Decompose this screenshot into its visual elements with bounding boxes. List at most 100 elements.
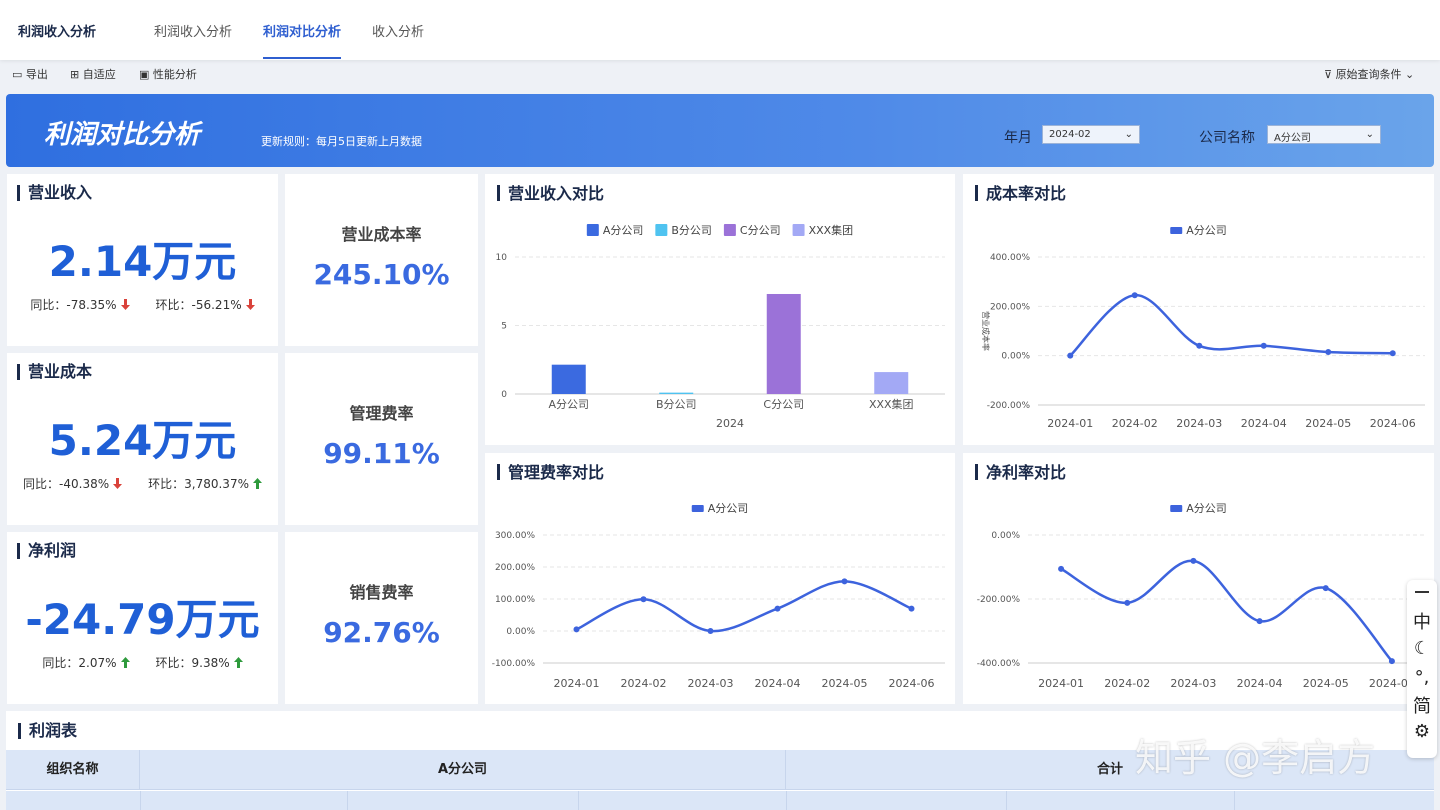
app-title: 利润收入分析	[18, 25, 97, 40]
legend-swatch	[586, 224, 599, 236]
legend-label: XXX集团	[809, 223, 854, 237]
tool[interactable]: 中	[1413, 612, 1431, 633]
kpi-title: 营业成本	[17, 364, 92, 380]
legend: A分公司	[1170, 502, 1227, 515]
filter-select[interactable]: 2024-02 ⌄	[1042, 125, 1140, 144]
point	[1124, 599, 1131, 606]
yoy: 同比： -78.35%	[30, 296, 130, 313]
legend-label: A分公司	[1186, 502, 1227, 515]
x-tick-label: 2024-01	[1047, 417, 1093, 430]
x-tick-label: 2024-05	[1305, 417, 1351, 430]
kpi-card: 营业收入 2.14万元 同比： -78.35% 环比： -56.21%	[7, 174, 278, 346]
y-tick-label: 400.00%	[990, 253, 1030, 263]
legend-label: C分公司	[740, 224, 781, 237]
chart: 管理费率对比 -100.00% 0.00% 100.00% 200.00% 300.00%…	[492, 463, 945, 690]
trend-arrow	[252, 478, 262, 489]
rate-title: 营业成本率	[341, 225, 422, 244]
point	[1058, 565, 1065, 572]
y-tick-label: -200.00%	[987, 401, 1031, 411]
point	[573, 626, 580, 633]
mom: 环比： 3,780.37%	[148, 475, 262, 492]
banner-rule: 更新规则：每月5日更新上月数据	[261, 135, 422, 148]
y-tick-label: -100.00%	[492, 659, 536, 669]
chart-title: 成本率对比	[986, 184, 1066, 203]
legend-swatch	[691, 505, 704, 512]
label: 同比：	[23, 477, 60, 491]
point	[1322, 585, 1329, 592]
top-bar: 利润收入分析 利润收入分析 利润对比分析 收入分析	[0, 0, 1440, 60]
rate-card: 管理费率 99.11%	[285, 353, 478, 525]
label: 原始查询条件	[1335, 68, 1402, 81]
legend-swatch	[1170, 505, 1183, 512]
legend-label: A分公司	[1186, 224, 1227, 237]
banner-title: 利润对比分析	[44, 120, 201, 150]
x-tick-label: 2024-05	[822, 677, 868, 690]
trend-arrow	[120, 299, 130, 310]
bar	[766, 293, 801, 394]
kpi-compare: 同比： -40.38% 环比： 3,780.37%	[7, 475, 278, 492]
title-bar	[975, 464, 978, 480]
rate-card: 营业成本率 245.10%	[285, 174, 478, 346]
x-tick-label: B分公司	[656, 398, 697, 411]
x-tick-label: 2024-03	[1176, 417, 1222, 430]
point	[1389, 350, 1396, 357]
kpi-card: 净利润 -24.79万元 同比： 2.07% 环比： 9.38%	[7, 532, 278, 704]
point	[1260, 342, 1267, 349]
rate-value: 92.76%	[323, 616, 440, 649]
trend-arrow	[233, 657, 243, 668]
y-tick-label: 100.00%	[495, 595, 535, 605]
y-tick-label: 5	[501, 322, 507, 332]
filter-label: 年月	[1004, 130, 1032, 146]
chart: 净利率对比 -400.00% -200.00% 0.00% 2024-01 2024-02…	[975, 463, 1425, 690]
x-tick-label: C分公司	[763, 398, 804, 411]
rate-card: 销售费率 92.76%	[285, 532, 478, 704]
x-tick-label: 2024-06	[1369, 677, 1415, 690]
x-tick-label: 2024-06	[1370, 417, 1416, 430]
chart-title: 管理费率对比	[508, 463, 604, 482]
label: 导出	[25, 68, 48, 81]
toolbar-button[interactable]: ▭ 导出	[12, 68, 48, 81]
x-tick-label: 2024-01	[1038, 677, 1084, 690]
tool[interactable]: 简	[1413, 696, 1431, 717]
point	[1256, 618, 1263, 625]
value: -40.38%	[59, 476, 110, 491]
value: 2024-02	[1049, 129, 1091, 140]
line	[575, 580, 913, 633]
y-tick-label: 300.00%	[495, 531, 535, 541]
label: 同比：	[30, 298, 67, 312]
kpi-compare: 同比： 2.07% 环比： 9.38%	[7, 654, 278, 671]
legend-swatch	[1170, 227, 1183, 234]
table-subheader	[6, 791, 1434, 810]
title-bar	[975, 185, 978, 201]
y-tick-label: 0.00%	[991, 531, 1020, 541]
toolbar-button[interactable]: ⊽ 原始查询条件 ⌄	[1324, 68, 1415, 81]
y-tick-label: 0	[501, 390, 507, 400]
mom: 环比： 9.38%	[156, 654, 243, 671]
chart-card: 管理费率对比 -100.00% 0.00% 100.00% 200.00% 300.00%…	[485, 453, 955, 704]
value: A分公司	[1274, 133, 1311, 144]
tab[interactable]: 利润对比分析	[263, 25, 342, 40]
legend-label: A分公司	[708, 502, 749, 515]
point	[841, 578, 848, 585]
trend-arrow	[113, 478, 123, 489]
toolbar-button[interactable]: ▣ 性能分析	[139, 68, 197, 81]
yoy: 同比： 2.07%	[42, 654, 130, 671]
label: 自适应	[82, 68, 116, 81]
title-bar	[497, 185, 500, 201]
rate-value: 99.11%	[323, 437, 440, 470]
yoy: 同比： -40.38%	[23, 475, 123, 492]
filter-select[interactable]: A分公司 ⌄	[1267, 125, 1381, 144]
tab[interactable]: 利润收入分析	[154, 25, 233, 40]
x-tick-label: 2024-02	[1104, 677, 1150, 690]
rate-title: 销售费率	[349, 583, 414, 602]
banner: 利润对比分析 更新规则：每月5日更新上月数据 年月 2024-02 ⌄ 公司名称 …	[6, 94, 1434, 167]
active-tab-indicator	[263, 57, 341, 59]
x-tick-label: 2024-02	[1112, 417, 1158, 430]
point	[1325, 348, 1332, 355]
tab[interactable]: 收入分析	[372, 25, 425, 40]
trend-arrow	[245, 299, 255, 310]
value: 3,780.37%	[184, 476, 249, 491]
kpi-compare: 同比： -78.35% 环比： -56.21%	[7, 296, 278, 313]
toolbar-button[interactable]: ⊞ 自适应	[70, 68, 116, 81]
table-card: 利润表 组织名称 A分公司 合计	[6, 711, 1434, 810]
